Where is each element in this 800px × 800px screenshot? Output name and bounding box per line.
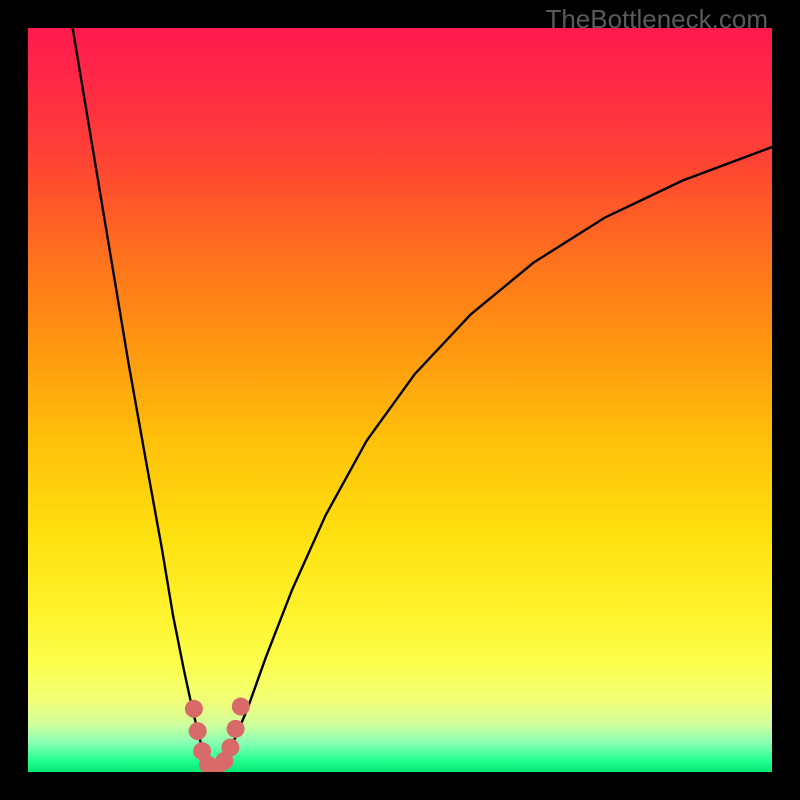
data-marker: [227, 720, 245, 738]
watermark-text: TheBottleneck.com: [545, 4, 768, 35]
gradient-background: [28, 28, 772, 772]
bottleneck-chart: [0, 0, 800, 800]
data-marker: [185, 700, 203, 718]
data-marker: [221, 738, 239, 756]
data-marker: [189, 722, 207, 740]
chart-frame: TheBottleneck.com: [0, 0, 800, 800]
data-marker: [232, 698, 250, 716]
